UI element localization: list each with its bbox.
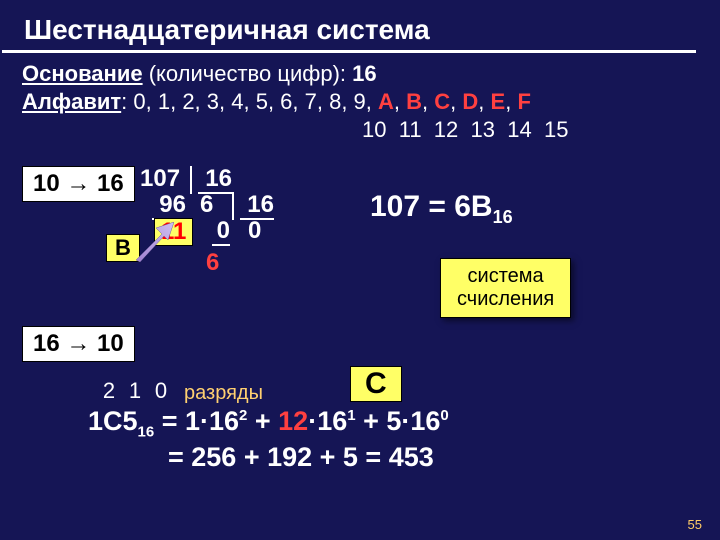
conv2-label: 16 → 10 xyxy=(22,326,135,362)
hex-E: E xyxy=(491,89,506,114)
hex-B: B xyxy=(406,89,422,114)
conv-16-10-box: 16 → 10 xyxy=(22,326,135,362)
alphabet-line: Алфавит: 0, 1, 2, 3, 4, 5, 6, 7, 8, 9, A… xyxy=(22,89,698,115)
f-mid: ·16 xyxy=(308,406,347,436)
f-p2: + 5·16 xyxy=(356,406,441,436)
f-eq: = 1·16 xyxy=(154,406,239,436)
div-sub1: 96 xyxy=(152,192,186,220)
c5: , xyxy=(505,89,517,114)
f-1c5: 1C5 xyxy=(88,406,138,436)
f-sub16: 16 xyxy=(138,423,155,440)
expansion-formula: 1C516 = 1·162 + 12·161 + 5·160 xyxy=(88,406,449,440)
dec-14: 14 xyxy=(507,117,531,142)
dec-15: 15 xyxy=(544,117,568,142)
dec-12: 12 xyxy=(434,117,458,142)
dec-13: 13 xyxy=(471,117,495,142)
slide-title: Шестнадцатеричная система xyxy=(2,0,696,53)
base-label: Основание xyxy=(22,61,143,86)
pos-0: 0 xyxy=(148,378,174,404)
f-e1: 1 xyxy=(347,407,355,424)
dec-10: 10 xyxy=(362,117,386,142)
c1: , xyxy=(394,89,406,114)
digit-positions: 210 xyxy=(96,378,174,404)
div-last-digit: 6 xyxy=(206,250,219,276)
system-callout: система счисления xyxy=(440,258,571,318)
alpha-label: Алфавит xyxy=(22,89,121,114)
arrow-icon xyxy=(134,222,174,262)
div-q2: 0 xyxy=(248,218,261,244)
base-line: Основание (количество цифр): 16 xyxy=(22,61,698,87)
f-12: 12 xyxy=(278,406,308,436)
pos-1: 1 xyxy=(122,378,148,404)
conv1-label: 10 → 16 xyxy=(22,166,135,202)
div-sub2: 0 xyxy=(212,218,230,246)
div-q1: 6 xyxy=(200,192,213,218)
hex-A: A xyxy=(378,89,394,114)
c4: , xyxy=(478,89,490,114)
f-e0: 0 xyxy=(440,407,448,424)
f-p1: + xyxy=(247,406,278,436)
conv-10-16-box: 10 → 16 xyxy=(22,166,135,202)
expansion-result: = 256 + 192 + 5 = 453 xyxy=(168,442,434,473)
alpha-colon: : xyxy=(121,89,133,114)
page-number: 55 xyxy=(688,517,702,532)
sys-l1: система xyxy=(457,265,554,288)
base-value: 16 xyxy=(352,61,376,86)
result-lhs: 107 = 6B xyxy=(370,190,493,223)
dec-under-row: 10 11 12 13 14 15 xyxy=(22,117,698,143)
base-paren: (количество цифр): xyxy=(143,61,353,86)
result-equation: 107 = 6B16 xyxy=(370,190,513,228)
hex-F: F xyxy=(517,89,530,114)
result-sub: 16 xyxy=(493,207,513,227)
dec-11: 11 xyxy=(399,117,422,142)
div-dividend: 107 xyxy=(140,166,180,192)
alpha-digits: 0, 1, 2, 3, 4, 5, 6, 7, 8, 9, xyxy=(133,89,378,114)
C-box: C xyxy=(350,366,402,402)
razryady-label: разряды xyxy=(184,382,263,405)
pos-2: 2 xyxy=(96,378,122,404)
c3: , xyxy=(450,89,462,114)
hex-D: D xyxy=(462,89,478,114)
c2: , xyxy=(422,89,434,114)
hex-C: C xyxy=(434,89,450,114)
sys-l2: счисления xyxy=(457,288,554,311)
